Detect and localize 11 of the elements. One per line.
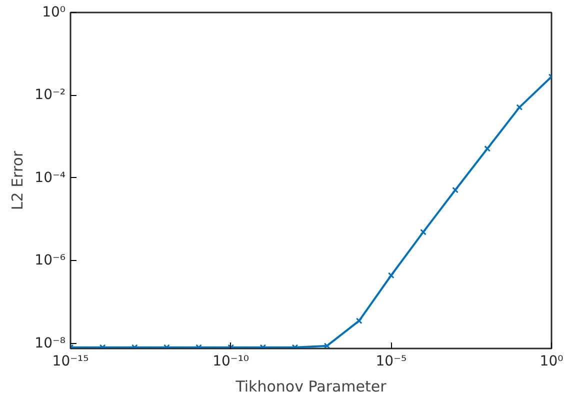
x-tick-label: 10⁰ (540, 354, 564, 370)
y-tick-label: 10⁻⁸ (34, 335, 66, 352)
y-tick-label: 10⁻⁴ (34, 170, 66, 186)
x-tick-label: 10⁻⁵ (376, 354, 407, 370)
x-tick-label: 10⁻¹⁰ (212, 354, 250, 370)
y-tick-label: 10⁻² (34, 87, 66, 104)
y-tick-label: 10⁰ (42, 4, 66, 20)
y-axis-title: L2 Error (8, 150, 27, 210)
y-tick-label: 10⁻⁶ (34, 252, 66, 269)
x-tick-label: 10⁻¹⁵ (52, 354, 89, 370)
x-axis-title: Tikhonov Parameter (234, 378, 388, 396)
